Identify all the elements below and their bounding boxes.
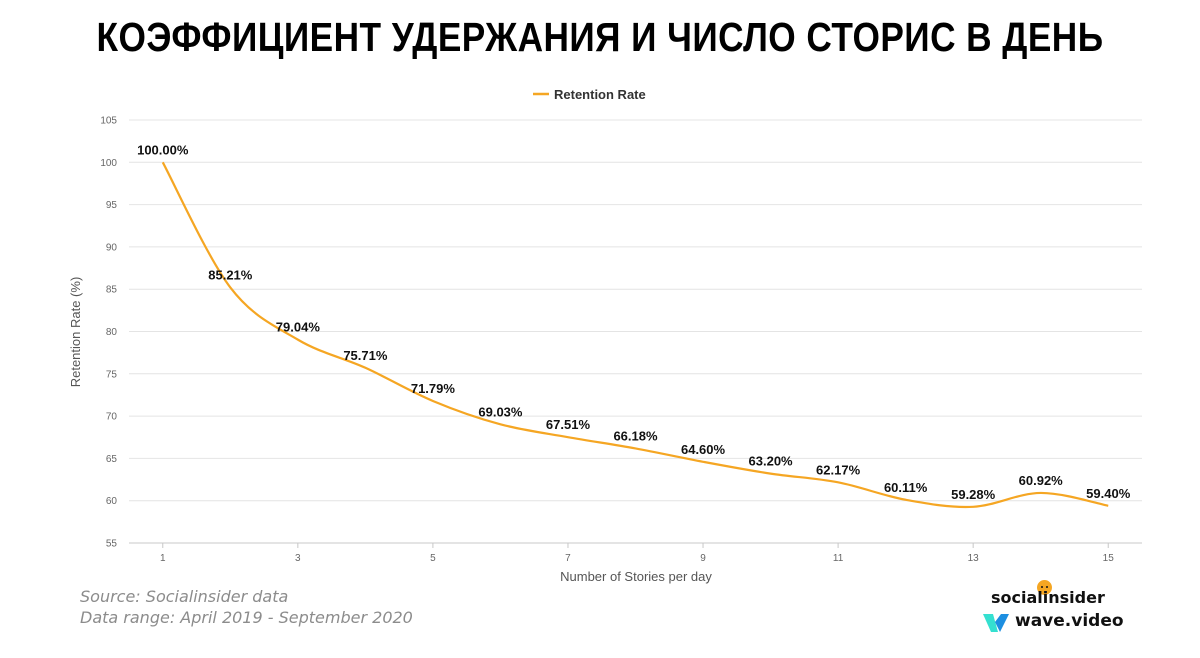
- data-label: 59.28%: [951, 487, 996, 502]
- y-tick-label: 95: [106, 200, 118, 211]
- y-tick-label: 65: [106, 454, 118, 465]
- x-tick-label: 3: [295, 553, 301, 564]
- date-range-note: Data range: April 2019 - September 2020: [80, 608, 413, 627]
- y-axis-title: Retention Rate (%): [68, 277, 83, 388]
- data-label: 60.11%: [884, 480, 928, 495]
- wave-video-logo: wave.video: [1015, 611, 1124, 631]
- legend: Retention Rate: [533, 87, 646, 102]
- y-tick-label: 85: [106, 285, 118, 296]
- y-tick-label: 60: [106, 496, 118, 507]
- x-tick-label: 9: [700, 553, 706, 564]
- y-tick-label: 100: [100, 158, 117, 169]
- x-tick-label: 15: [1103, 553, 1115, 564]
- socialinsider-logo-icon: [1037, 580, 1052, 595]
- y-tick-label: 105: [100, 116, 117, 127]
- x-tick-label: 5: [430, 553, 436, 564]
- series: [161, 161, 1109, 509]
- series-line-retention-rate: [161, 161, 1109, 509]
- grid-lines: [129, 119, 1142, 544]
- data-label: 67.51%: [546, 417, 591, 432]
- source-note: Source: Socialinsider data: [80, 587, 289, 606]
- x-tick-label: 13: [968, 553, 980, 564]
- y-tick-label: 90: [106, 242, 118, 253]
- y-tick-label: 55: [106, 539, 118, 550]
- data-label: 100.00%: [137, 142, 189, 157]
- data-label: 75.71%: [343, 348, 388, 363]
- legend-label: Retention Rate: [554, 87, 646, 102]
- data-labels: 100.00% 85.21% 79.04% 75.71% 71.79% 69.03% 67.…: [137, 142, 1131, 501]
- data-label: 64.60%: [681, 442, 726, 457]
- data-label: 69.03%: [478, 404, 523, 419]
- y-tick-label: 75: [106, 369, 118, 380]
- data-label: 85.21%: [208, 267, 253, 282]
- wave-video-logo-icon: [983, 614, 1009, 632]
- data-label: 60.92%: [1019, 473, 1064, 488]
- data-label: 71.79%: [411, 381, 456, 396]
- data-label: 79.04%: [276, 320, 321, 335]
- data-label: 62.17%: [816, 462, 861, 477]
- x-tick-label: 7: [565, 553, 571, 564]
- page-title: КОЭФФИЦИЕНТ УДЕРЖАНИЯ И ЧИСЛО СТОРИС В Д…: [96, 14, 1104, 60]
- y-tick-label: 80: [106, 327, 118, 338]
- data-label: 59.40%: [1086, 486, 1131, 501]
- x-tick-label: 11: [833, 553, 844, 564]
- x-axis-title: Number of Stories per day: [560, 569, 712, 584]
- data-label: 63.20%: [749, 454, 794, 469]
- y-tick-label: 70: [106, 412, 118, 423]
- socialinsider-logo: socialinsider: [991, 588, 1105, 607]
- data-label: 66.18%: [613, 428, 658, 443]
- x-tick-label: 1: [160, 553, 166, 564]
